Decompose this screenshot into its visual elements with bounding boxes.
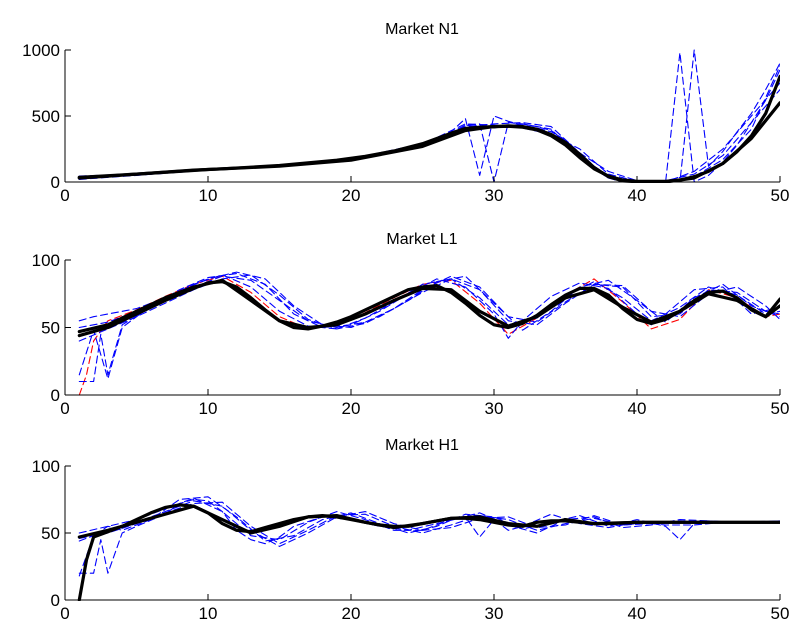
x-tick-label: 20 (342, 186, 361, 205)
x-tick-label: 20 (342, 604, 361, 623)
x-tick-label: 40 (628, 399, 647, 418)
actual-price-line (77, 278, 780, 334)
x-tick-label: 0 (60, 186, 69, 205)
x-tick-label: 30 (485, 399, 504, 418)
predicted-price-line (78, 275, 780, 329)
predicted-price-line (78, 274, 780, 330)
y-tick-label: 100 (32, 457, 60, 476)
x-tick-label: 10 (199, 604, 218, 623)
actual-price-line (77, 101, 780, 183)
chart-title: Market H1 (385, 437, 459, 454)
y-tick-label: 500 (32, 107, 60, 126)
y-tick-label: 0 (51, 173, 60, 192)
series-group (77, 496, 780, 601)
actual-price-line (77, 503, 780, 601)
x-tick-label: 50 (771, 186, 790, 205)
x-tick-label: 20 (342, 399, 361, 418)
actual-price-line (77, 504, 780, 539)
y-tick-label: 50 (41, 319, 60, 338)
x-tick-label: 40 (628, 186, 647, 205)
chart-title: Market L1 (386, 231, 457, 248)
predicted-price-line (78, 496, 780, 577)
x-tick-label: 50 (771, 399, 790, 418)
x-tick-label: 10 (199, 186, 218, 205)
y-tick-label: 100 (32, 251, 60, 270)
x-tick-label: 30 (485, 604, 504, 623)
predicted-price-line (78, 52, 780, 183)
x-tick-label: 40 (628, 604, 647, 623)
predicted-price-line (78, 89, 780, 183)
panel-market-h1: Market H1 0 10 20 30 40 50 0 50 100 (32, 437, 790, 623)
predicted-price-line (78, 65, 780, 183)
x-tick-label: 0 (60, 399, 69, 418)
y-tick-label: 0 (51, 591, 60, 610)
predicted-price-line (78, 49, 780, 183)
x-tick-label: 0 (60, 604, 69, 623)
panel-market-l1: Market L1 0 10 20 30 40 50 0 50 100 (32, 231, 790, 418)
x-tick-label: 30 (485, 186, 504, 205)
y-tick-label: 1000 (22, 41, 60, 60)
series-group (77, 271, 780, 396)
x-tick-label: 10 (199, 399, 218, 418)
x-tick-label: 50 (771, 604, 790, 623)
y-tick-label: 0 (51, 386, 60, 405)
predicted-price-line (78, 498, 780, 574)
chart-title: Market N1 (385, 21, 459, 38)
y-tick-label: 50 (41, 524, 60, 543)
actual-price-line (77, 74, 780, 183)
series-group (77, 49, 780, 183)
